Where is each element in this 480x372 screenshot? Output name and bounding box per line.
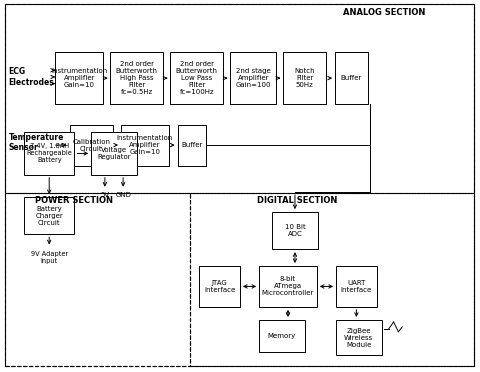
Text: Buffer: Buffer [181, 142, 203, 148]
FancyBboxPatch shape [230, 52, 276, 104]
FancyBboxPatch shape [110, 52, 163, 104]
Text: JTAG
Interface: JTAG Interface [204, 280, 235, 293]
Text: 9V Adapter
input: 9V Adapter input [31, 251, 68, 264]
Text: Memory: Memory [268, 333, 296, 339]
Text: Voltage
Regulator: Voltage Regulator [97, 147, 131, 160]
FancyBboxPatch shape [336, 320, 382, 355]
FancyBboxPatch shape [121, 125, 169, 166]
FancyBboxPatch shape [259, 320, 305, 352]
FancyBboxPatch shape [178, 125, 206, 166]
Text: POWER SECTION: POWER SECTION [36, 196, 113, 205]
FancyBboxPatch shape [336, 266, 377, 307]
FancyBboxPatch shape [259, 266, 317, 307]
Text: GND: GND [115, 192, 131, 198]
FancyBboxPatch shape [170, 52, 223, 104]
FancyBboxPatch shape [272, 212, 318, 249]
Text: 2nd order
Butterworth
Low Pass
Filter
fc=100Hz: 2nd order Butterworth Low Pass Filter fc… [176, 61, 218, 95]
Text: ECG
Electrodes: ECG Electrodes [9, 67, 54, 87]
Text: Calibration
Circuit: Calibration Circuit [72, 139, 110, 151]
Text: Battery
Charger
Circuit: Battery Charger Circuit [36, 206, 63, 226]
Text: UART
Interface: UART Interface [341, 280, 372, 293]
FancyBboxPatch shape [199, 266, 240, 307]
Text: ANALOG SECTION: ANALOG SECTION [343, 8, 425, 17]
FancyBboxPatch shape [335, 52, 368, 104]
Text: Instrumentation
Amplifier
Gain=10: Instrumentation Amplifier Gain=10 [117, 135, 173, 155]
Text: 10 Bit
ADC: 10 Bit ADC [285, 224, 305, 237]
FancyBboxPatch shape [24, 197, 74, 234]
Text: ZigBee
Wireless
Module: ZigBee Wireless Module [344, 328, 373, 347]
Text: 2nd stage
Amplifier
Gain=100: 2nd stage Amplifier Gain=100 [236, 68, 271, 88]
Text: Notch
Filter
50Hz: Notch Filter 50Hz [295, 68, 315, 88]
FancyBboxPatch shape [283, 52, 326, 104]
Text: Instrumentation
Amplifier
Gain=10: Instrumentation Amplifier Gain=10 [51, 68, 108, 88]
Text: 5V: 5V [100, 192, 109, 198]
FancyBboxPatch shape [55, 52, 103, 104]
Text: 8-bit
ATmega
Microcontroller: 8-bit ATmega Microcontroller [262, 276, 314, 296]
Text: Temperature
Sensor: Temperature Sensor [9, 133, 64, 152]
FancyBboxPatch shape [70, 125, 113, 166]
FancyBboxPatch shape [91, 132, 137, 175]
Text: 7.4V, 1.8AH
Rechargeable
Battery: 7.4V, 1.8AH Rechargeable Battery [26, 144, 72, 163]
Text: DIGITAL SECTION: DIGITAL SECTION [257, 196, 338, 205]
Text: Buffer: Buffer [341, 75, 362, 81]
Text: 2nd order
Butterworth
High Pass
Filter
fc=0.5Hz: 2nd order Butterworth High Pass Filter f… [116, 61, 158, 95]
FancyBboxPatch shape [24, 132, 74, 175]
